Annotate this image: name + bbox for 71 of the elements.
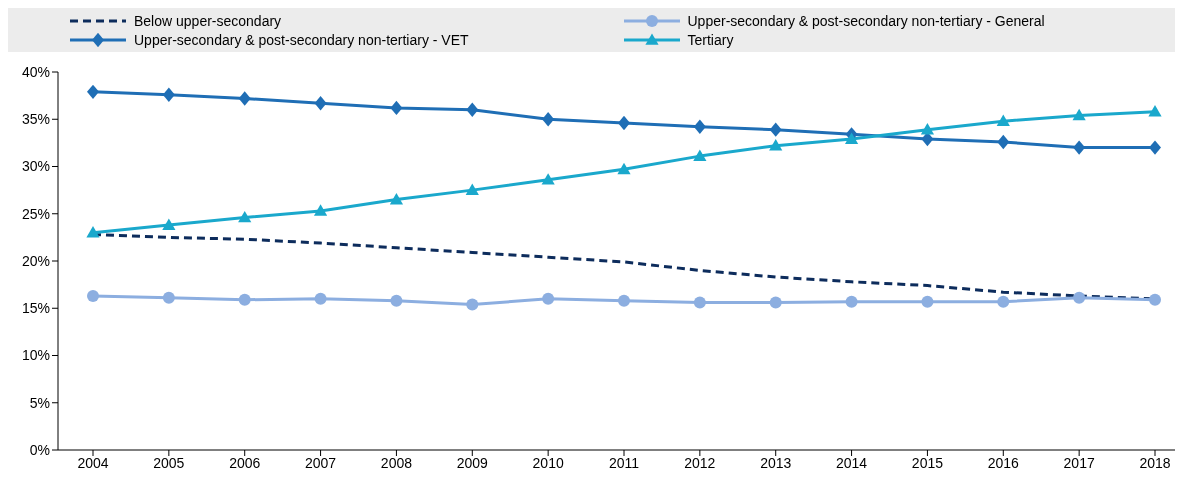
point bbox=[313, 204, 328, 216]
x-tick-label: 2009 bbox=[456, 454, 489, 471]
x-tick-label: 2013 bbox=[760, 454, 792, 471]
point bbox=[769, 296, 782, 309]
point bbox=[769, 122, 782, 137]
point bbox=[238, 293, 251, 306]
point bbox=[1149, 140, 1161, 155]
y-tick-label: 5% bbox=[29, 394, 50, 411]
x-tick-label: 2014 bbox=[835, 454, 868, 471]
point bbox=[618, 294, 630, 307]
point bbox=[238, 91, 251, 106]
point bbox=[1072, 108, 1086, 121]
legend-label: Tertiary bbox=[687, 31, 734, 48]
point bbox=[314, 292, 327, 305]
x-tick-label: 2016 bbox=[987, 454, 1020, 471]
point bbox=[390, 294, 403, 307]
point bbox=[693, 296, 706, 309]
point bbox=[466, 102, 479, 117]
point bbox=[238, 210, 252, 223]
point bbox=[162, 291, 175, 304]
x-tick-label: 2010 bbox=[532, 454, 564, 471]
point bbox=[844, 132, 859, 144]
point bbox=[920, 123, 935, 135]
legend-label: Upper-secondary & post-secondary non-tertiary - General bbox=[687, 12, 1045, 29]
point bbox=[997, 134, 1010, 150]
point bbox=[389, 192, 404, 205]
point bbox=[997, 295, 1010, 308]
x-tick-label: 2015 bbox=[911, 454, 944, 471]
y-tick-label: 25% bbox=[21, 205, 50, 222]
y-tick-label: 0% bbox=[29, 441, 50, 458]
point bbox=[693, 149, 707, 161]
point bbox=[162, 87, 175, 102]
point bbox=[541, 173, 555, 185]
point bbox=[618, 115, 630, 131]
point bbox=[87, 84, 99, 100]
point bbox=[1073, 291, 1086, 304]
point bbox=[769, 139, 783, 151]
y-tick-label: 35% bbox=[21, 111, 50, 128]
point bbox=[542, 112, 555, 127]
y-tick-label: 30% bbox=[21, 158, 50, 175]
x-tick-label: 2012 bbox=[684, 454, 716, 471]
x-tick-label: 2007 bbox=[304, 454, 337, 471]
x-tick-label: 2004 bbox=[77, 454, 109, 471]
x-tick-label: 2017 bbox=[1063, 454, 1095, 471]
point bbox=[87, 289, 99, 302]
point bbox=[86, 226, 100, 238]
x-tick-label: 2011 bbox=[608, 454, 640, 471]
y-tick-label: 10% bbox=[21, 347, 50, 364]
x-tick-label: 2006 bbox=[229, 454, 261, 471]
point bbox=[465, 183, 479, 195]
x-tick-label: 2005 bbox=[153, 454, 185, 471]
point bbox=[1073, 140, 1086, 155]
point bbox=[162, 218, 176, 230]
x-tick-label: 2018 bbox=[1139, 454, 1171, 471]
y-tick-label: 40% bbox=[21, 63, 50, 80]
point bbox=[617, 162, 631, 175]
point bbox=[693, 119, 706, 135]
point bbox=[845, 295, 858, 308]
y-tick-label: 20% bbox=[21, 252, 50, 269]
legend-label: Upper-secondary & post-secondary non-tertiary - VET bbox=[134, 31, 469, 48]
point bbox=[996, 114, 1010, 126]
point bbox=[921, 295, 934, 308]
point bbox=[1148, 105, 1162, 117]
point bbox=[466, 298, 479, 311]
point bbox=[390, 100, 403, 116]
y-tick-label: 15% bbox=[21, 300, 50, 317]
point bbox=[542, 292, 555, 305]
legend-label: Below upper-secondary bbox=[134, 12, 282, 29]
x-tick-label: 2008 bbox=[380, 454, 413, 471]
point bbox=[314, 95, 327, 111]
point bbox=[1149, 293, 1161, 306]
